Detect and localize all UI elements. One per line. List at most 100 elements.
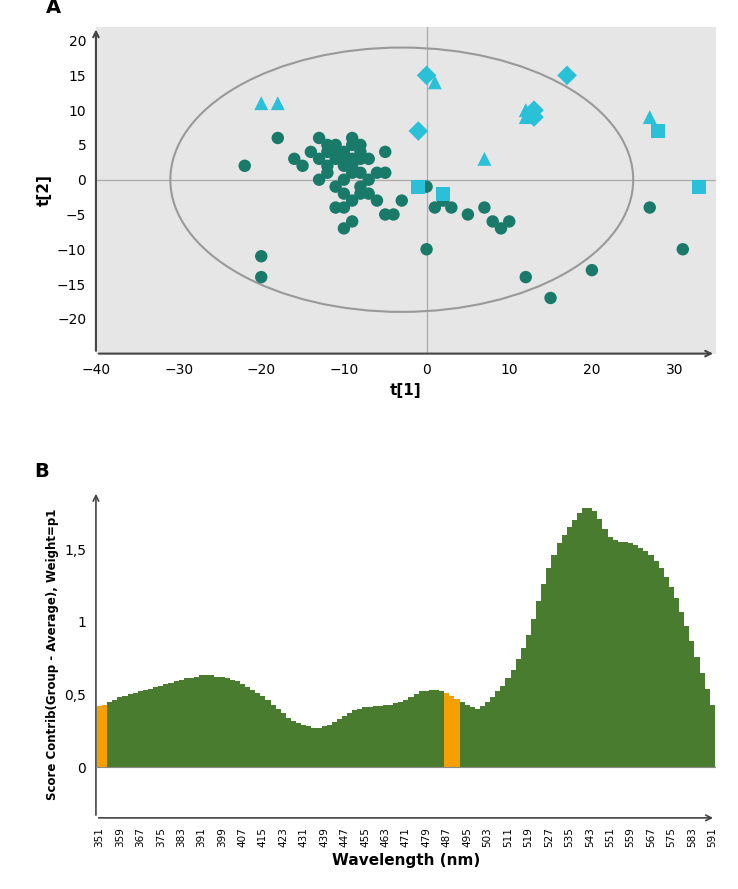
Point xyxy=(437,187,449,201)
Point xyxy=(255,270,267,284)
Bar xyxy=(644,550,649,767)
Point xyxy=(421,68,432,83)
Bar xyxy=(255,693,261,767)
Point xyxy=(305,145,317,159)
Bar xyxy=(521,648,526,767)
X-axis label: Wavelength (nm): Wavelength (nm) xyxy=(332,853,480,868)
Bar xyxy=(455,699,460,767)
Bar xyxy=(705,689,710,767)
Point xyxy=(338,152,350,166)
Bar xyxy=(526,635,531,767)
Bar xyxy=(587,509,593,767)
Bar xyxy=(628,543,633,767)
Point xyxy=(462,207,474,221)
Point xyxy=(694,180,706,194)
Point xyxy=(387,207,399,221)
Point xyxy=(652,124,664,138)
Point xyxy=(429,76,441,90)
Bar xyxy=(674,598,679,767)
Point xyxy=(330,138,342,152)
Point xyxy=(346,131,358,145)
Point xyxy=(528,110,540,124)
Bar xyxy=(266,701,271,767)
Bar xyxy=(271,705,276,767)
Bar xyxy=(684,626,689,767)
Bar xyxy=(357,709,362,767)
Y-axis label: t[2]: t[2] xyxy=(36,174,52,206)
Point xyxy=(346,214,358,228)
Point xyxy=(297,158,308,172)
Bar xyxy=(700,673,705,767)
Bar xyxy=(352,710,357,767)
Point xyxy=(272,131,283,145)
Bar xyxy=(199,676,204,767)
Bar xyxy=(194,677,199,767)
Point xyxy=(495,221,507,236)
Point xyxy=(313,152,325,166)
Bar xyxy=(424,692,429,767)
Bar xyxy=(342,717,347,767)
Bar xyxy=(546,568,551,767)
Bar xyxy=(327,725,332,767)
Point xyxy=(363,187,375,201)
Bar xyxy=(460,701,465,767)
Bar xyxy=(694,657,700,767)
Point xyxy=(330,152,342,166)
Bar xyxy=(148,689,153,767)
Point xyxy=(354,180,366,194)
Bar xyxy=(301,725,306,767)
Point xyxy=(478,200,490,214)
Bar xyxy=(117,697,123,767)
Point xyxy=(322,158,334,172)
Point xyxy=(446,200,458,214)
Point xyxy=(421,242,432,256)
Bar xyxy=(567,527,572,767)
Point xyxy=(354,152,366,166)
Bar xyxy=(551,555,556,767)
Bar xyxy=(184,678,189,767)
Point xyxy=(338,187,350,201)
Bar xyxy=(663,577,669,767)
Point xyxy=(379,165,391,180)
Bar xyxy=(383,705,388,767)
Bar xyxy=(322,726,327,767)
Bar xyxy=(408,697,413,767)
Bar xyxy=(531,619,536,767)
Bar xyxy=(669,587,674,767)
Point xyxy=(413,180,424,194)
Bar xyxy=(317,728,322,767)
Point xyxy=(346,158,358,172)
Bar xyxy=(362,708,368,767)
Bar xyxy=(618,541,623,767)
Point xyxy=(272,96,283,110)
Bar xyxy=(261,696,266,767)
Point xyxy=(313,131,325,145)
Bar xyxy=(490,697,495,767)
Point xyxy=(561,68,573,83)
Bar xyxy=(280,713,286,767)
Point xyxy=(255,96,267,110)
Bar xyxy=(582,509,587,767)
Bar xyxy=(224,678,230,767)
Point xyxy=(379,145,391,159)
Bar xyxy=(291,720,296,767)
Bar xyxy=(654,561,659,767)
Bar xyxy=(465,705,469,767)
Point xyxy=(379,207,391,221)
Bar xyxy=(168,683,173,767)
Bar xyxy=(332,722,337,767)
Point xyxy=(503,214,515,228)
Bar xyxy=(296,724,301,767)
Point xyxy=(338,221,350,236)
Bar xyxy=(204,676,210,767)
Point xyxy=(346,165,358,180)
Point xyxy=(644,200,655,214)
Bar xyxy=(347,713,352,767)
Point xyxy=(363,152,375,166)
Bar xyxy=(311,728,317,767)
Point xyxy=(338,200,350,214)
Y-axis label: Score Contrib(Group - Average), Weight=p1: Score Contrib(Group - Average), Weight=p… xyxy=(46,509,58,800)
Point xyxy=(346,194,358,208)
Point xyxy=(354,138,366,152)
Point xyxy=(520,103,531,117)
